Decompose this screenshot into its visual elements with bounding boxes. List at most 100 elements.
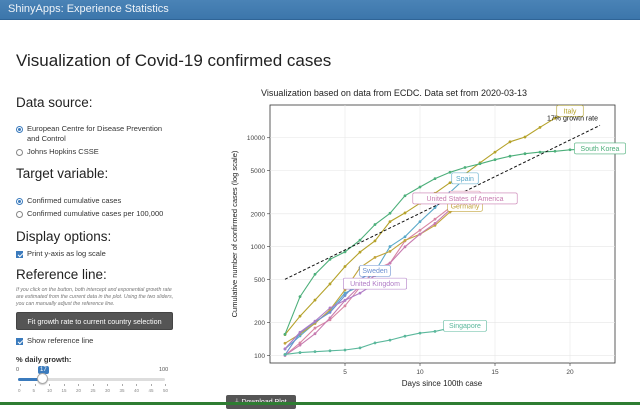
display-options-heading: Display options:	[16, 229, 112, 244]
series-label: Sweden	[359, 264, 391, 277]
data-source-option-label: European Centre for Disease Prevention a…	[27, 124, 162, 144]
data-point	[448, 181, 452, 185]
data-source-option-label-line2: and Control	[27, 134, 66, 143]
data-source-option-label: Johns Hopkins CSSE	[27, 147, 99, 156]
x-axis-label: Days since 100th case	[402, 379, 483, 388]
slider-tick	[49, 384, 50, 386]
series-label: Singapore	[443, 319, 487, 332]
slider-tick	[121, 384, 123, 386]
app-title[interactable]: ShinyApps: Experience Statistics	[8, 3, 169, 15]
y-tick-label: 1000	[251, 244, 266, 251]
target-option-label: Confirmed cumulative cases per 100,000	[27, 209, 164, 218]
growth-slider-value: 17	[37, 366, 49, 374]
slider-tick-label: 20	[76, 388, 82, 393]
data-point	[463, 166, 467, 169]
slider-tick-label: 45	[148, 388, 154, 393]
fit-growth-rate-button[interactable]: Fit growth rate to current country selec…	[16, 312, 173, 330]
data-point	[283, 347, 287, 351]
data-point	[298, 351, 302, 354]
checkbox-checked-icon[interactable]	[16, 337, 23, 345]
data-point	[343, 294, 347, 297]
data-point	[523, 152, 527, 156]
data-point	[433, 206, 437, 210]
log-scale-checkbox[interactable]: Print y-axis as log scale	[16, 249, 106, 259]
slider-tick	[34, 384, 36, 386]
data-source-option-jhu[interactable]: Johns Hopkins CSSE	[16, 147, 99, 157]
checkbox-checked-icon[interactable]	[16, 250, 23, 258]
data-point	[313, 298, 317, 302]
data-point	[523, 135, 527, 139]
data-source-option-ecdc[interactable]: European Centre for Disease Prevention a…	[16, 124, 162, 144]
data-point	[403, 245, 407, 249]
slider-tick-label: 35	[119, 388, 125, 393]
reference-line-label: 17% growth rate	[547, 115, 598, 122]
growth-slider-handle[interactable]	[37, 373, 49, 384]
navbar: ShinyApps: Experience Statistics	[0, 0, 640, 20]
data-point	[313, 319, 317, 323]
download-icon: ⤓	[235, 398, 238, 406]
y-tick-label: 5000	[251, 168, 266, 175]
x-axis-ticks: 5 10 15 20	[343, 363, 574, 376]
series-label: Italy	[556, 105, 584, 117]
y-axis-label: Cumulative number of confirmed cases (lo…	[230, 150, 239, 317]
data-point	[433, 217, 437, 221]
reference-line-help-text: If you click on the button, both interce…	[16, 287, 174, 308]
data-point	[313, 350, 317, 354]
data-point	[283, 341, 287, 345]
reference-line-heading: Reference line:	[16, 267, 107, 282]
target-option-cumulative[interactable]: Confirmed cumulative cases	[16, 196, 121, 206]
data-point	[328, 282, 332, 286]
target-option-per-100k[interactable]: Confirmed cumulative cases per 100,000	[16, 209, 163, 219]
slider-tick	[165, 384, 166, 386]
series-label-box	[359, 264, 391, 277]
data-point	[298, 343, 302, 347]
data-point	[328, 311, 332, 314]
radio-unchecked-icon[interactable]	[16, 210, 23, 218]
show-reference-line-label: Show reference line	[27, 336, 94, 345]
data-point	[343, 304, 347, 308]
data-point	[298, 314, 302, 318]
data-point	[373, 223, 377, 226]
data-point	[328, 316, 332, 320]
radio-checked-icon[interactable]	[16, 197, 23, 205]
data-point	[418, 228, 422, 232]
bottom-status-bar	[0, 402, 640, 405]
data-point	[418, 331, 422, 335]
growth-slider-track[interactable]	[18, 378, 165, 381]
data-point	[313, 332, 317, 336]
data-point	[388, 211, 392, 215]
data-point	[373, 255, 377, 259]
log-scale-label: Print y-axis as log scale	[27, 249, 106, 258]
data-point	[553, 116, 557, 120]
series-label-box	[574, 142, 626, 155]
radio-unchecked-icon[interactable]	[16, 148, 23, 156]
data-source-option-label-line1: European Centre for Disease Prevention	[27, 124, 163, 133]
data-point	[568, 148, 572, 152]
data-point	[448, 170, 452, 174]
radio-checked-icon[interactable]	[16, 125, 23, 133]
x-tick-label: 15	[491, 369, 499, 376]
slider-tick	[78, 384, 79, 386]
show-reference-line-checkbox[interactable]: Show reference line	[16, 336, 93, 346]
series-label: South Korea	[574, 142, 626, 155]
data-point	[478, 162, 482, 166]
data-point	[358, 250, 362, 254]
data-point	[433, 222, 437, 225]
series-label: United Kingdom	[343, 277, 408, 290]
series-label-box	[556, 105, 584, 117]
series-label-box	[412, 192, 518, 205]
slider-tick-label: 0	[18, 388, 21, 393]
data-point	[343, 291, 347, 295]
series-label-text: Singapore	[449, 323, 481, 330]
series-label-box	[343, 277, 408, 290]
data-point	[508, 154, 512, 158]
slider-tick	[150, 384, 152, 386]
slider-tick-label: 25	[90, 388, 96, 393]
data-point	[343, 298, 347, 302]
data-point	[388, 261, 392, 265]
data-point	[298, 341, 302, 345]
data-point	[298, 295, 302, 299]
data-point	[283, 352, 287, 356]
series-label-text: United Kingdom	[350, 281, 400, 288]
data-point	[418, 185, 422, 189]
